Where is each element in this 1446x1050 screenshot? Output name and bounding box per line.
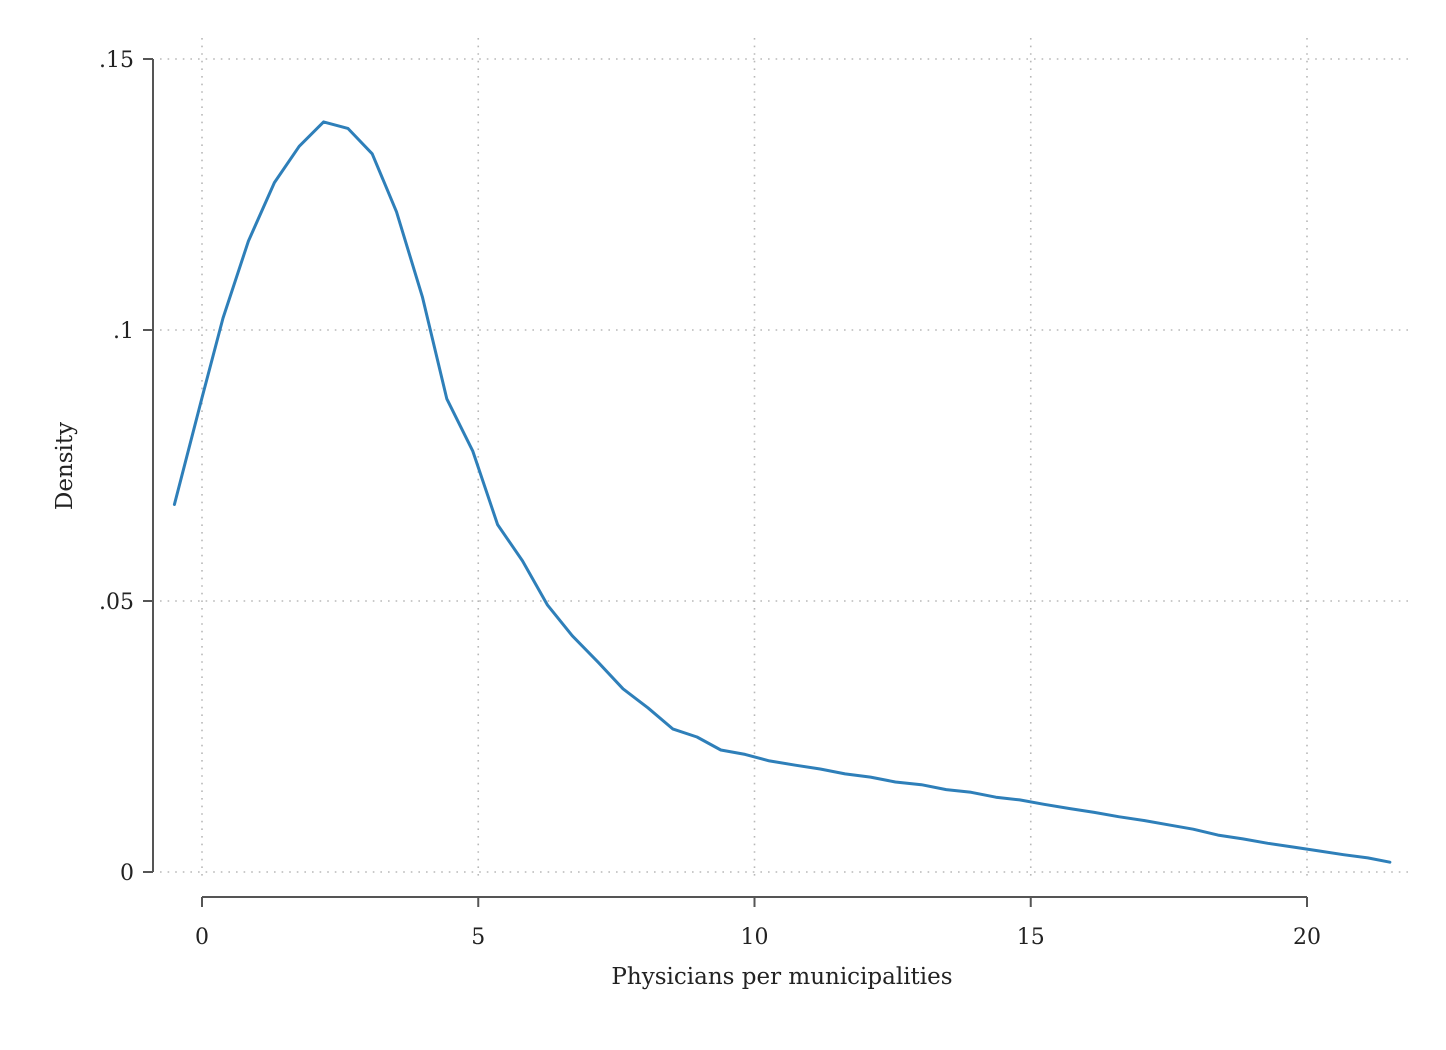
data-point xyxy=(298,145,301,148)
x-tick-label: 10 xyxy=(741,925,769,950)
data-point xyxy=(1117,815,1120,818)
data-point xyxy=(1093,811,1096,814)
x-axis-title: Physicians per municipalities xyxy=(611,964,952,990)
data-point xyxy=(471,449,474,452)
axes xyxy=(152,59,1307,898)
data-point xyxy=(945,788,948,791)
data-point xyxy=(322,120,325,123)
data-point xyxy=(719,749,722,752)
data-point xyxy=(421,295,424,298)
axis-ticks: 0 .05 .1 .15 0 5 10 15 20 xyxy=(99,48,1321,950)
data-point xyxy=(445,397,448,400)
data-point xyxy=(646,706,649,709)
data-point xyxy=(521,559,524,562)
data-point xyxy=(221,317,224,320)
data-point xyxy=(371,152,374,155)
data-point xyxy=(247,240,250,243)
data-point xyxy=(970,791,973,794)
data-point xyxy=(768,759,771,762)
data-point xyxy=(869,776,872,779)
density-line xyxy=(172,120,1392,864)
data-point xyxy=(546,603,549,606)
data-point xyxy=(273,181,276,184)
data-point xyxy=(1143,819,1146,822)
y-tick-label: .05 xyxy=(99,590,134,615)
data-point xyxy=(597,661,600,664)
data-point xyxy=(819,768,822,771)
data-point xyxy=(173,503,176,506)
data-point xyxy=(794,764,797,767)
data-point xyxy=(1366,856,1369,859)
data-point xyxy=(1068,807,1071,810)
data-point xyxy=(346,127,349,130)
data-point xyxy=(1388,861,1391,864)
x-tick-label: 20 xyxy=(1293,925,1321,950)
data-point xyxy=(1266,842,1269,845)
data-point xyxy=(744,753,747,756)
data-point xyxy=(920,783,923,786)
data-point xyxy=(994,796,997,799)
x-tick-label: 0 xyxy=(195,925,209,950)
data-point xyxy=(1241,837,1244,840)
y-tick-label: .1 xyxy=(113,319,134,344)
x-tick-label: 15 xyxy=(1017,925,1045,950)
data-point xyxy=(1192,828,1195,831)
series-lines xyxy=(172,120,1392,864)
data-point xyxy=(894,781,897,784)
data-point xyxy=(1342,853,1345,856)
data-point xyxy=(1292,846,1295,849)
data-point xyxy=(571,634,574,637)
data-point xyxy=(1043,803,1046,806)
y-axis-title: Density xyxy=(52,422,78,510)
data-point xyxy=(671,727,674,730)
data-point xyxy=(622,687,625,690)
grid-lines xyxy=(160,38,1412,880)
data-point xyxy=(1167,823,1170,826)
data-point xyxy=(201,396,204,399)
x-tick-label: 5 xyxy=(471,925,485,950)
data-point xyxy=(1317,849,1320,852)
y-tick-label: 0 xyxy=(120,861,134,886)
data-point xyxy=(1217,834,1220,837)
data-point xyxy=(1018,798,1021,801)
data-point xyxy=(496,523,499,526)
y-tick-label: .15 xyxy=(99,48,134,73)
data-point xyxy=(844,772,847,775)
data-point xyxy=(395,210,398,213)
data-point xyxy=(696,736,699,739)
